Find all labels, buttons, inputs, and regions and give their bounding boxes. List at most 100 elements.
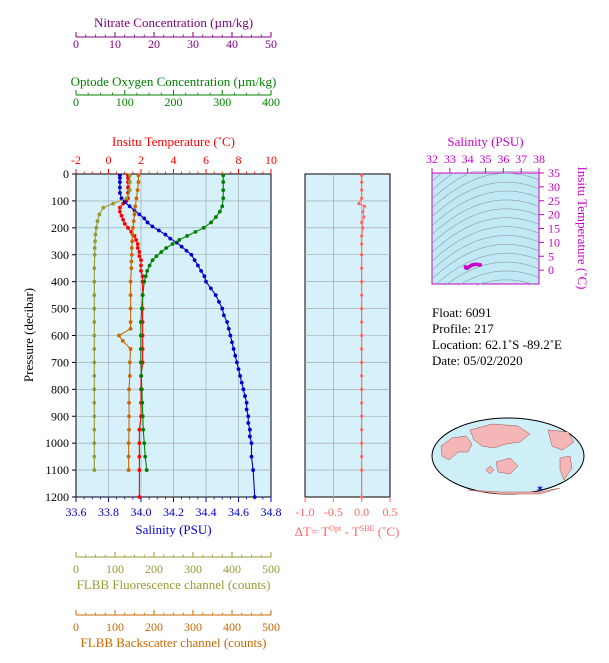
backscatter-data-point bbox=[127, 427, 131, 432]
ts-salinity-tick-label: 34 bbox=[462, 152, 474, 166]
salinity-data-point bbox=[247, 427, 252, 432]
fluorescence-data-point bbox=[95, 219, 100, 224]
salinity-data-point bbox=[238, 373, 243, 378]
isopycnal-line bbox=[445, 261, 540, 286]
oxygen-data-point bbox=[138, 360, 143, 365]
oxygen-data-point bbox=[139, 373, 144, 378]
oxygen-tick-label: 400 bbox=[262, 95, 280, 109]
ts-salinity-tick-label: 33 bbox=[444, 152, 456, 166]
oxygen-data-point bbox=[217, 209, 222, 214]
backscatter-data-point bbox=[129, 246, 134, 250]
delta-t-data-point bbox=[357, 202, 361, 206]
isopycnal-line bbox=[458, 270, 540, 286]
delta-t-data-point bbox=[360, 234, 364, 238]
oxygen-data-point bbox=[138, 333, 143, 338]
delta-t-data-point bbox=[360, 293, 364, 297]
salinity-data-point bbox=[117, 190, 122, 195]
ts-temperature-tick-label: 10 bbox=[548, 235, 560, 249]
salinity-data-point bbox=[168, 236, 173, 241]
salinity-data-point bbox=[122, 200, 127, 205]
backscatter-data-point bbox=[127, 360, 132, 365]
salinity-tick-label: 34.4 bbox=[196, 505, 217, 519]
map-land-antarctica bbox=[467, 487, 561, 495]
ts-temperature-tick-label: 25 bbox=[548, 194, 560, 208]
isopycnal-line bbox=[431, 208, 540, 244]
location-text: Location: 62.1˚S -89.2˚E bbox=[432, 337, 562, 352]
fluorescence-data-point bbox=[92, 414, 97, 419]
oxygen-data-point bbox=[138, 320, 143, 324]
delta-t-data-point bbox=[360, 220, 364, 225]
nitrate-tick-label: 10 bbox=[109, 37, 121, 51]
backscatter-data-point bbox=[126, 454, 131, 459]
temperature-axis-title: Insitu Temperature (˚C) bbox=[112, 134, 235, 149]
isopycnal-line bbox=[431, 170, 540, 200]
ts-salinity-tick-label: 32 bbox=[426, 152, 438, 166]
backscatter-data-point bbox=[134, 196, 139, 201]
delta-t-data-point bbox=[360, 188, 364, 192]
map-land-africa-europe bbox=[440, 435, 473, 461]
oxygen-data-point bbox=[221, 196, 226, 201]
backscatter-data-point bbox=[130, 232, 135, 237]
salinity-data-point bbox=[231, 347, 236, 351]
delta-t-data-point bbox=[360, 374, 364, 378]
pressure-tick-label: 0 bbox=[63, 167, 69, 181]
fluorescence-data-point bbox=[92, 427, 97, 432]
backscatter-data-point bbox=[117, 333, 121, 338]
salinity-data-point bbox=[246, 414, 251, 419]
isopycnal-line bbox=[431, 244, 540, 280]
temperature-data-point bbox=[126, 185, 130, 190]
temperature-tick-label: 0 bbox=[106, 153, 112, 167]
salinity-data-point bbox=[189, 252, 194, 257]
pressure-tick-label: 400 bbox=[51, 275, 69, 289]
isopycnal-line bbox=[431, 172, 455, 191]
oxygen-data-point bbox=[139, 306, 144, 311]
isopycnal-line bbox=[431, 181, 540, 218]
ts-data-point bbox=[478, 263, 482, 267]
salinity-data-point bbox=[145, 220, 150, 225]
oxygen-data-point bbox=[221, 188, 226, 193]
pressure-tick-label: 800 bbox=[51, 382, 69, 396]
fluorescence-data-point bbox=[127, 188, 132, 193]
isopycnal-line bbox=[431, 199, 540, 235]
fluorescence-data-point bbox=[92, 252, 97, 257]
salinity-data-point bbox=[192, 258, 197, 263]
delta-t-data-point bbox=[360, 196, 364, 200]
oxygen-data-point bbox=[170, 242, 175, 246]
delta-t-data-point bbox=[360, 347, 364, 351]
salinity-data-point bbox=[195, 263, 200, 268]
backscatter-data-point bbox=[127, 414, 131, 419]
fluorescence-tick-label: 500 bbox=[262, 562, 280, 576]
temperature-data-point bbox=[139, 269, 143, 273]
nitrate-axis-title: Nitrate Concentration (µm/kg) bbox=[94, 15, 253, 30]
temperature-data-point bbox=[117, 209, 122, 214]
oxygen-data-point bbox=[138, 347, 143, 351]
temperature-data-point bbox=[139, 258, 143, 263]
delta-t-data-point bbox=[362, 215, 366, 219]
salinity-data-point bbox=[117, 176, 122, 180]
salinity-data-point bbox=[244, 400, 249, 405]
isopycnal-line bbox=[476, 279, 535, 286]
fluorescence-data-point bbox=[111, 201, 115, 206]
fluorescence-data-point bbox=[92, 400, 97, 405]
oxygen-data-point bbox=[145, 269, 150, 273]
salinity-tick-label: 34.6 bbox=[228, 505, 249, 519]
salinity-data-point bbox=[202, 274, 207, 279]
temperature-data-point bbox=[140, 274, 145, 279]
backscatter-tick-label: 100 bbox=[106, 620, 124, 634]
map-land-south-america bbox=[559, 455, 573, 481]
oxygen-data-point bbox=[140, 400, 145, 405]
salinity-data-point bbox=[217, 299, 221, 304]
fluorescence-data-point bbox=[92, 454, 97, 459]
delta-t-tick-label: 0.0 bbox=[354, 505, 369, 519]
delta-t-data-point bbox=[362, 204, 367, 208]
salinity-data-point bbox=[208, 286, 213, 291]
salinity-tick-label: 34.0 bbox=[131, 505, 152, 519]
pressure-tick-label: 600 bbox=[51, 329, 69, 343]
salinity-data-point bbox=[117, 180, 122, 184]
fluorescence-data-point bbox=[92, 468, 97, 472]
salinity-data-point bbox=[127, 204, 132, 209]
fluorescence-tick-label: 0 bbox=[73, 562, 79, 576]
backscatter-data-point bbox=[120, 338, 125, 343]
pressure-axis-label: Pressure (decibar) bbox=[21, 288, 36, 382]
